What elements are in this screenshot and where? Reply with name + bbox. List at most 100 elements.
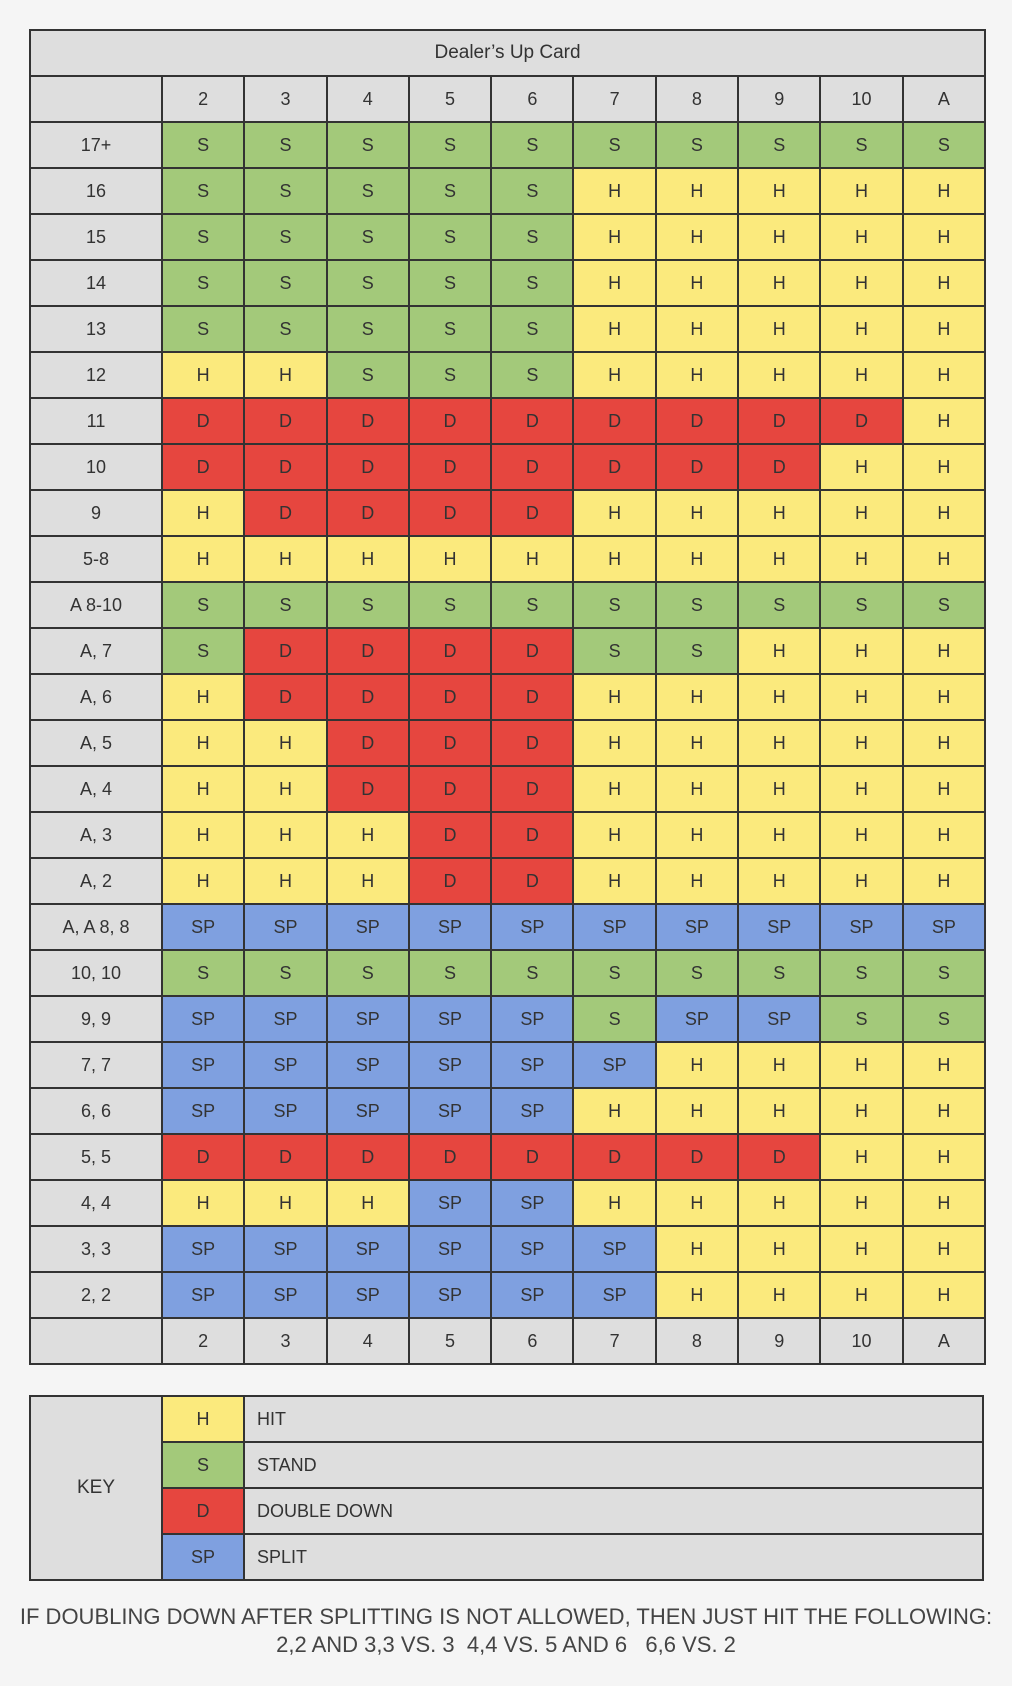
action-cell: D <box>325 443 410 491</box>
strategy-table: Dealer’s Up Card 2 3 4 5 6 7 8 9 10 A 17+ S S S S S S S S S… <box>28 29 987 1365</box>
action-cell: H <box>901 627 987 675</box>
action-cell: H <box>654 213 740 261</box>
action-cell: H <box>819 443 904 491</box>
action-cell: S <box>654 581 740 629</box>
action-cell: SP <box>572 1271 657 1319</box>
action-cell: SP <box>243 995 328 1043</box>
key-row: D DOUBLE DOWN <box>30 1487 984 1535</box>
action-cell: D <box>325 489 410 537</box>
action-cell: D <box>490 1133 575 1181</box>
dealer-header-row: 2 3 4 5 6 7 8 9 10 A <box>29 75 987 123</box>
action-cell: H <box>572 673 657 721</box>
action-cell: S <box>407 167 493 215</box>
action-cell: H <box>160 351 246 399</box>
action-cell: SP <box>325 1225 410 1273</box>
player-hand-label: 13 <box>29 305 163 353</box>
action-cell: H <box>901 1271 987 1319</box>
player-hand-label: 10, 10 <box>29 949 163 997</box>
key-description: SPLIT <box>243 1533 984 1581</box>
player-hand-label: 7, 7 <box>29 1041 163 1089</box>
action-cell: H <box>737 213 822 261</box>
action-cell: H <box>325 811 410 859</box>
action-cell: S <box>160 581 246 629</box>
dealer-card-header: 9 <box>737 75 822 123</box>
action-cell: H <box>654 305 740 353</box>
action-cell: SP <box>490 1041 575 1089</box>
action-cell: S <box>325 305 410 353</box>
action-cell: H <box>737 351 822 399</box>
action-cell: SP <box>325 903 410 951</box>
action-cell: SP <box>901 903 987 951</box>
action-cell: H <box>572 1179 657 1227</box>
action-cell: H <box>243 535 328 583</box>
action-cell: S <box>407 259 493 307</box>
table-row: 12 H H S S S H H H H H <box>29 351 987 399</box>
table-row: 13 S S S S S H H H H H <box>29 305 987 353</box>
action-cell: H <box>819 1271 904 1319</box>
table-row: 17+ S S S S S S S S S S <box>29 121 987 169</box>
action-cell: H <box>654 811 740 859</box>
action-cell: D <box>490 627 575 675</box>
action-cell: H <box>901 811 987 859</box>
action-cell: SP <box>572 903 657 951</box>
dealer-card-header: 2 <box>160 75 246 123</box>
action-cell: S <box>325 259 410 307</box>
action-cell: H <box>654 1179 740 1227</box>
action-cell: D <box>407 627 493 675</box>
action-cell: S <box>572 949 657 997</box>
action-cell: S <box>901 995 987 1043</box>
action-cell: SP <box>490 1087 575 1135</box>
action-cell: SP <box>243 1271 328 1319</box>
key-table-body: KEY H HIT S STAND D DOUBLE DOWN SP SPLIT <box>29 1395 984 1581</box>
action-cell: H <box>654 1225 740 1273</box>
action-cell: H <box>737 857 822 905</box>
action-cell: D <box>407 857 493 905</box>
action-cell: S <box>654 949 740 997</box>
action-cell: H <box>654 167 740 215</box>
action-cell: H <box>901 1087 987 1135</box>
action-cell: S <box>325 167 410 215</box>
action-cell: H <box>160 765 246 813</box>
player-hand-label: A, 7 <box>29 627 163 675</box>
action-cell: D <box>407 489 493 537</box>
action-cell: H <box>654 1087 740 1135</box>
dealer-card-header: 6 <box>490 75 575 123</box>
action-cell: S <box>737 581 822 629</box>
player-hand-label: 16 <box>29 167 163 215</box>
action-cell: H <box>737 167 822 215</box>
key-code: H <box>161 1395 245 1443</box>
action-cell: S <box>160 213 246 261</box>
player-hand-label: A, 6 <box>29 673 163 721</box>
action-cell: SP <box>243 1041 328 1089</box>
action-cell: H <box>243 351 328 399</box>
action-cell: H <box>819 167 904 215</box>
action-cell: H <box>654 1041 740 1089</box>
action-cell: H <box>819 1041 904 1089</box>
footnote-line-2: 2,2 AND 3,3 VS. 3 4,4 VS. 5 AND 6 6,6 VS… <box>276 1632 736 1657</box>
action-cell: H <box>901 397 987 445</box>
action-cell: H <box>325 1179 410 1227</box>
action-cell: D <box>407 811 493 859</box>
action-cell: D <box>243 627 328 675</box>
player-hand-label: 3, 3 <box>29 1225 163 1273</box>
action-cell: H <box>243 811 328 859</box>
action-cell: D <box>490 811 575 859</box>
action-cell: D <box>325 719 410 767</box>
action-cell: H <box>737 489 822 537</box>
action-cell: D <box>654 1133 740 1181</box>
action-cell: S <box>654 121 740 169</box>
action-cell: SP <box>160 903 246 951</box>
dealer-card-header: 9 <box>737 1317 822 1365</box>
action-cell: H <box>243 765 328 813</box>
action-cell: H <box>901 857 987 905</box>
action-cell: D <box>490 443 575 491</box>
player-hand-label: 5, 5 <box>29 1133 163 1181</box>
table-row: 6, 6 SP SP SP SP SP H H H H H <box>29 1087 987 1135</box>
action-cell: S <box>490 213 575 261</box>
player-hand-label: A, A 8, 8 <box>29 903 163 951</box>
action-cell: SP <box>490 903 575 951</box>
header-corner <box>29 1317 163 1365</box>
dealer-card-header: A <box>901 1317 987 1365</box>
player-hand-label: 9 <box>29 489 163 537</box>
